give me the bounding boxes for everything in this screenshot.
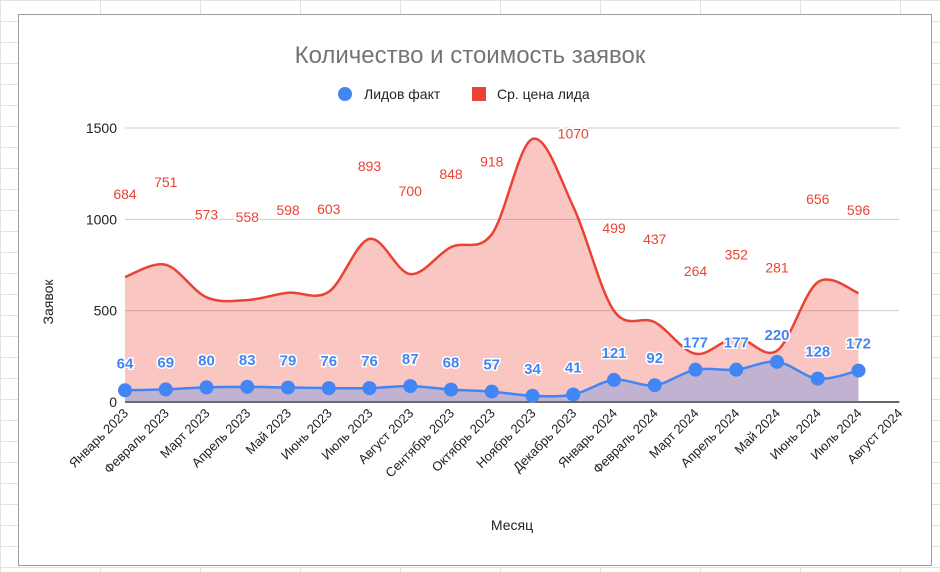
data-label: 848 <box>439 166 463 182</box>
y-tick-label: 0 <box>109 394 117 410</box>
data-label: 437 <box>643 231 667 247</box>
data-label: 656 <box>806 191 830 207</box>
data-label: 558 <box>236 209 260 225</box>
data-label: 68 <box>443 355 460 372</box>
data-label: 76 <box>361 353 378 370</box>
data-point[interactable] <box>851 363 866 378</box>
data-point[interactable] <box>403 379 418 394</box>
data-point[interactable] <box>118 383 132 398</box>
data-point[interactable] <box>158 382 173 397</box>
y-tick-label: 1500 <box>86 120 117 136</box>
data-label: 177 <box>683 335 708 352</box>
data-point[interactable] <box>362 381 377 396</box>
data-label: 76 <box>320 353 337 370</box>
y-tick-label: 1000 <box>86 211 117 227</box>
data-label: 499 <box>602 220 626 236</box>
data-label: 603 <box>317 201 341 217</box>
data-point[interactable] <box>321 381 336 396</box>
data-point[interactable] <box>566 387 581 402</box>
data-label: 264 <box>684 263 708 279</box>
data-label: 121 <box>601 345 626 362</box>
y-tick-label: 500 <box>94 303 118 319</box>
data-point[interactable] <box>281 380 295 395</box>
data-label: 893 <box>358 158 382 174</box>
data-point[interactable] <box>484 384 499 399</box>
data-label: 684 <box>113 186 137 202</box>
legend: Лидов факт Ср. цена лида <box>338 86 590 102</box>
data-label: 34 <box>524 361 541 378</box>
legend-marker-price <box>472 87 486 101</box>
data-point[interactable] <box>607 372 621 387</box>
data-label: 128 <box>805 344 830 361</box>
series-area <box>125 138 859 402</box>
data-label: 80 <box>198 352 215 369</box>
chart-frame[interactable] <box>18 14 932 566</box>
data-label: 64 <box>117 355 134 372</box>
data-point[interactable] <box>444 382 458 397</box>
legend-marker-leads <box>338 87 352 101</box>
data-label: 1070 <box>558 126 589 142</box>
data-label: 700 <box>399 183 423 199</box>
data-label: 57 <box>483 357 500 374</box>
chart-title: Количество и стоимость заявок <box>295 42 646 69</box>
data-point[interactable] <box>810 371 825 386</box>
y-axis-title: Заявок <box>40 279 56 325</box>
data-label: 172 <box>846 336 871 353</box>
series-area <box>125 361 859 402</box>
data-label: 573 <box>195 206 219 222</box>
data-point[interactable] <box>770 354 784 369</box>
data-point[interactable] <box>199 380 214 395</box>
data-label: 92 <box>646 350 663 367</box>
data-point[interactable] <box>688 362 703 377</box>
data-label: 177 <box>724 335 749 352</box>
data-label: 918 <box>480 153 504 169</box>
data-label: 220 <box>764 327 789 344</box>
data-point[interactable] <box>729 362 744 377</box>
legend-label-leads: Лидов факт <box>364 86 441 102</box>
data-label: 79 <box>280 353 297 370</box>
data-label: 87 <box>402 351 419 368</box>
legend-label-price: Ср. цена лида <box>497 86 590 102</box>
data-label: 598 <box>276 202 300 218</box>
data-point[interactable] <box>240 379 255 394</box>
data-label: 69 <box>157 354 174 371</box>
series-line <box>124 137 859 356</box>
data-label: 751 <box>154 174 178 190</box>
data-label: 41 <box>565 360 582 377</box>
data-label: 596 <box>847 202 871 218</box>
data-label: 281 <box>765 260 789 276</box>
x-axis-title: Месяц <box>491 517 533 533</box>
data-label: 352 <box>725 247 749 263</box>
data-label: 83 <box>239 352 256 369</box>
data-point[interactable] <box>525 388 540 403</box>
data-point[interactable] <box>647 378 662 393</box>
